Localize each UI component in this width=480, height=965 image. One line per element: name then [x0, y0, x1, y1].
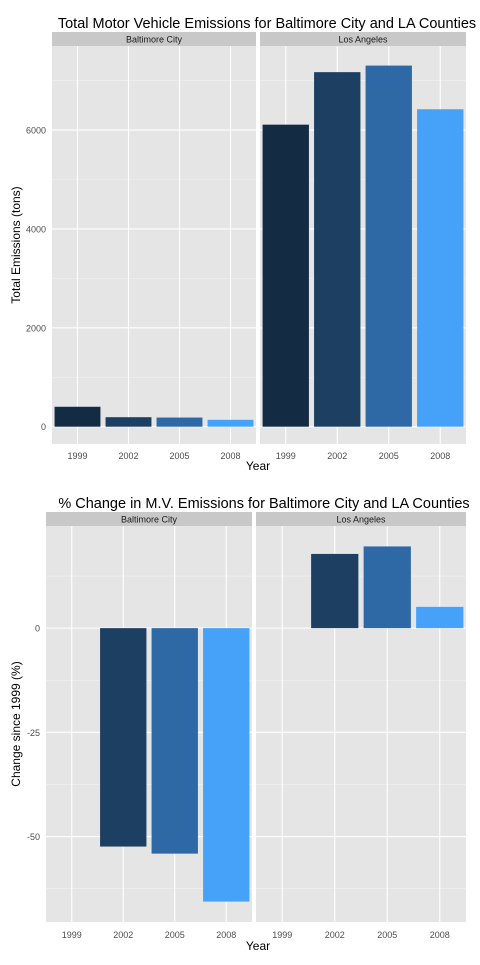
facet-strip — [46, 512, 252, 526]
x-axis-label: Year — [246, 459, 270, 473]
x-tick-label: 2008 — [216, 930, 236, 940]
bar — [54, 406, 101, 427]
chart-title: Total Motor Vehicle Emissions for Baltim… — [58, 16, 476, 32]
y-tick-label: -25 — [27, 728, 40, 738]
x-tick-label: 2005 — [377, 930, 397, 940]
x-tick-label: 2005 — [379, 451, 399, 461]
bar — [207, 419, 254, 427]
bar — [203, 628, 250, 902]
facet-strip — [52, 32, 256, 46]
bar — [151, 628, 198, 854]
x-tick-label: 1999 — [272, 930, 292, 940]
bar — [311, 553, 359, 629]
bar — [363, 546, 411, 629]
x-tick-label: 2005 — [169, 451, 189, 461]
facet-strip-label: Baltimore City — [121, 515, 178, 525]
facet-strip — [256, 512, 466, 526]
x-tick-label: 2002 — [327, 451, 347, 461]
facet-strip-label: Los Angeles — [338, 35, 388, 45]
y-tick-label: -50 — [27, 832, 40, 842]
facet-strip-label: Baltimore City — [126, 35, 183, 45]
y-tick-label: 2000 — [26, 323, 46, 333]
bar — [314, 72, 361, 427]
facet-strip-label: Los Angeles — [336, 515, 386, 525]
facet-panel — [52, 46, 256, 444]
y-tick-label: 0 — [41, 422, 46, 432]
y-tick-label: 0 — [35, 624, 40, 634]
x-tick-label: 2008 — [220, 451, 240, 461]
bar — [262, 124, 309, 427]
x-tick-label: 2002 — [118, 451, 138, 461]
x-axis-label: Year — [246, 939, 270, 953]
x-tick-label: 1999 — [67, 451, 87, 461]
bar — [365, 65, 412, 427]
y-axis-label: Change since 1999 (%) — [9, 661, 23, 786]
x-tick-label: 1999 — [62, 930, 82, 940]
bar — [100, 628, 147, 847]
x-tick-label: 2008 — [430, 451, 450, 461]
facet-strip — [260, 32, 466, 46]
bar — [416, 606, 464, 629]
x-tick-label: 2005 — [165, 930, 185, 940]
y-tick-label: 6000 — [26, 126, 46, 136]
bar — [156, 417, 203, 427]
chart-title: % Change in M.V. Emissions for Baltimore… — [58, 496, 469, 512]
bar — [417, 109, 464, 427]
facet-panel — [256, 526, 466, 922]
x-tick-label: 1999 — [276, 451, 296, 461]
y-tick-label: 4000 — [26, 224, 46, 234]
bar — [105, 417, 152, 427]
y-axis-label: Total Emissions (tons) — [9, 186, 23, 303]
x-tick-label: 2008 — [430, 930, 450, 940]
x-tick-label: 2002 — [325, 930, 345, 940]
x-tick-label: 2002 — [113, 930, 133, 940]
